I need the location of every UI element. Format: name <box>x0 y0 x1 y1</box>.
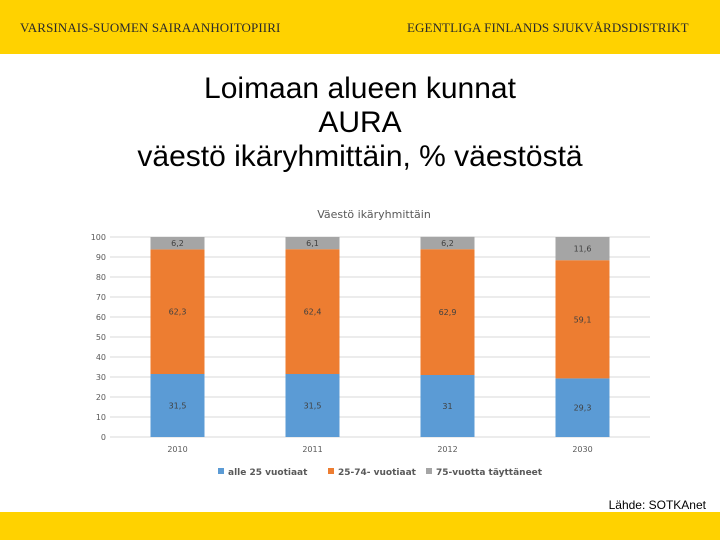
y-tick-label-30: 30 <box>96 373 106 382</box>
x-tick-label-2012: 2012 <box>437 445 457 454</box>
y-tick-label-80: 80 <box>96 273 106 282</box>
bar-2010-series-1 <box>150 374 205 437</box>
data-label-2010-series-1: 31,5 <box>169 402 187 411</box>
x-tick-label-2030: 2030 <box>572 445 592 454</box>
x-tick-label-2010: 2010 <box>167 445 187 454</box>
data-label-2030-series-3: 11,6 <box>574 245 592 254</box>
chart-title: Väestö ikäryhmittäin <box>317 208 431 221</box>
title-line-1: Loimaan alueen kunnat <box>204 72 516 105</box>
bar-2030-series-2 <box>555 260 610 379</box>
y-tick-label-40: 40 <box>96 353 106 362</box>
bar-2010-series-2 <box>150 249 205 374</box>
legend-label-2: 25-74- vuotiaat <box>338 468 417 478</box>
data-label-2012-series-3: 6,2 <box>441 239 454 248</box>
header-band <box>0 0 720 54</box>
footer-band <box>0 512 720 540</box>
header-organization-swedish: EGENTLIGA FINLANDS SJUKVÅRDSDISTRIKT <box>407 20 689 35</box>
bar-2030-series-3 <box>555 237 610 261</box>
data-label-2011-series-2: 62,4 <box>304 308 322 317</box>
title-line-3: väestö ikäryhmittäin, % väestöstä <box>137 140 583 173</box>
y-axis-ticks: 0 10 20 30 40 50 60 70 80 90 100 <box>91 233 106 442</box>
y-tick-label-60: 60 <box>96 313 106 322</box>
bar-2012-series-1 <box>420 375 475 437</box>
data-label-2011-series-1: 31,5 <box>304 402 322 411</box>
legend-label-1: alle 25 vuotiaat <box>228 468 308 478</box>
bar-2012-series-2 <box>420 249 475 375</box>
chart-bars: 31,5 62,3 6,2 31,5 62,4 6,1 31 62,9 6,2 29,3 59,1 1… <box>150 236 610 437</box>
y-tick-label-90: 90 <box>96 253 106 262</box>
data-label-2010-series-2: 62,3 <box>169 308 187 317</box>
y-tick-label-20: 20 <box>96 393 106 402</box>
bar-2011-series-3 <box>285 237 340 250</box>
bar-2011-series-2 <box>285 249 340 374</box>
header-organization-finnish: VARSINAIS-SUOMEN SAIRAANHOITOPIIRI <box>20 20 281 35</box>
slide-title: Loimaan alueen kunnat AURA väestö ikäryh… <box>0 72 720 174</box>
legend-swatch-3 <box>426 468 432 474</box>
data-label-2030-series-2: 59,1 <box>574 315 592 324</box>
y-tick-label-50: 50 <box>96 333 106 342</box>
chart-legend: alle 25 vuotiaat 25-74- vuotiaat 75-vuotta… <box>218 468 543 478</box>
x-tick-label-2011: 2011 <box>302 445 322 454</box>
legend-swatch-2 <box>328 468 334 474</box>
x-axis-ticks: 2010 2011 2012 2030 <box>167 445 592 454</box>
y-tick-label-10: 10 <box>96 413 106 422</box>
bar-2011-series-1 <box>285 374 340 437</box>
data-label-2010-series-3: 6,2 <box>171 239 184 248</box>
stacked-bar-chart: Väestö ikäryhmittäin 0102030405060708090… <box>91 208 650 478</box>
legend-label-3: 75-vuotta täyttäneet <box>436 468 543 478</box>
y-tick-label-100: 100 <box>91 233 106 242</box>
bar-2030-series-1 <box>555 378 610 437</box>
data-label-2030-series-1: 29,3 <box>574 404 592 413</box>
y-tick-label-70: 70 <box>96 293 106 302</box>
data-label-2011-series-3: 6,1 <box>306 239 319 248</box>
bar-2010-series-3 <box>150 237 205 250</box>
y-tick-label-0: 0 <box>101 433 106 442</box>
legend-swatch-1 <box>218 468 224 474</box>
bar-2012-series-3 <box>420 236 475 250</box>
source-note: Lähde: SOTKAnet <box>608 498 706 512</box>
data-label-2012-series-2: 62,9 <box>439 308 457 317</box>
data-label-2012-series-1: 31 <box>442 402 452 411</box>
title-line-2: AURA <box>318 106 402 139</box>
